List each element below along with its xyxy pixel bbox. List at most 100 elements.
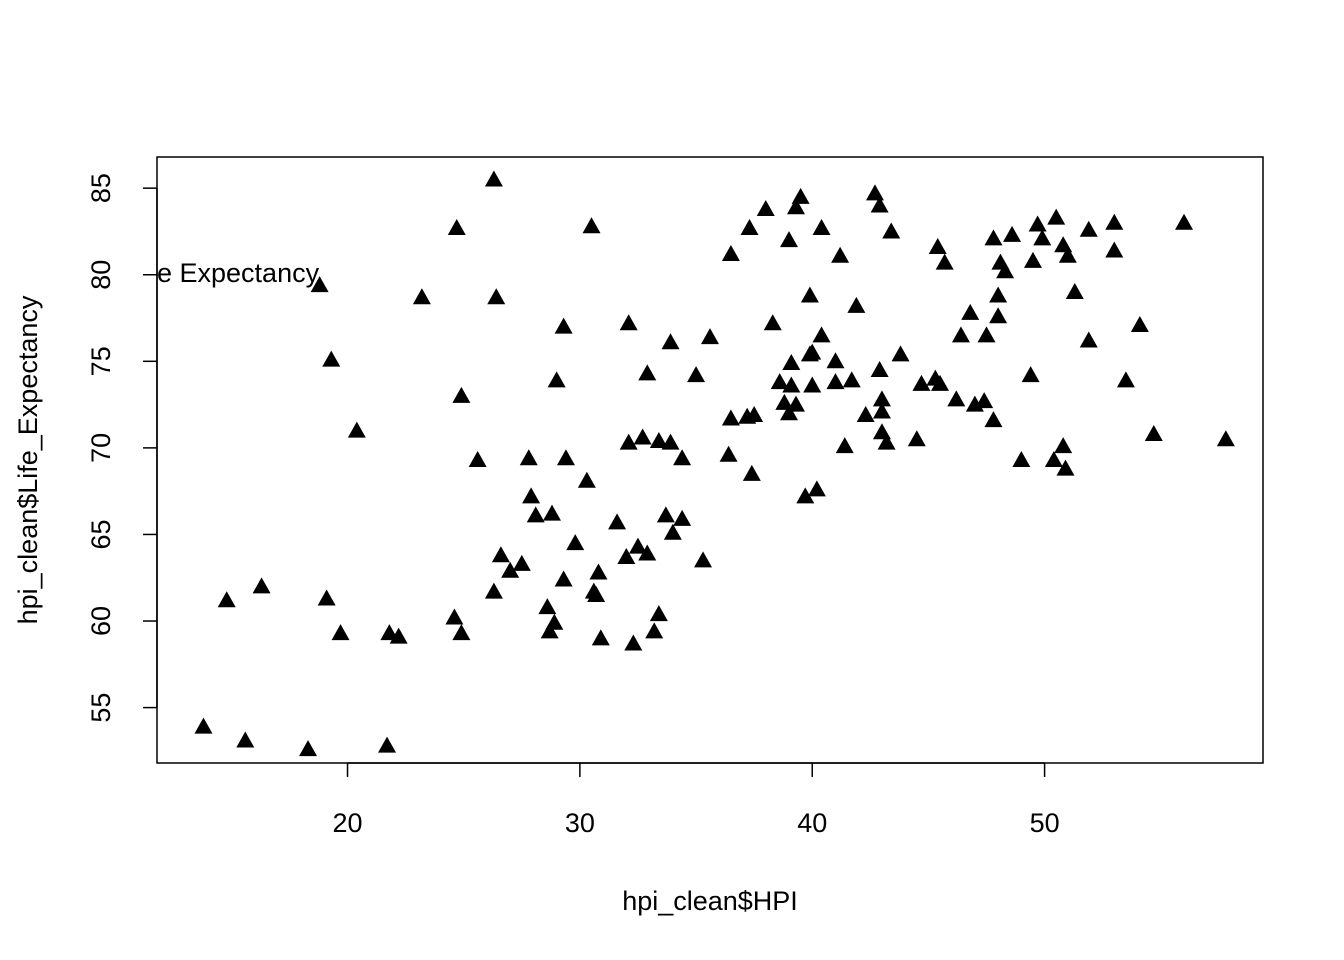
data-point <box>800 286 819 303</box>
data-point <box>847 296 866 313</box>
data-point <box>501 561 520 578</box>
data-point <box>907 430 926 447</box>
data-point <box>984 229 1003 246</box>
data-point <box>1116 371 1135 388</box>
data-point <box>842 371 861 388</box>
data-point <box>252 577 271 594</box>
data-point <box>1175 213 1193 230</box>
data-point <box>763 314 782 331</box>
data-point <box>378 736 397 753</box>
data-point <box>299 740 318 757</box>
data-point <box>487 288 506 305</box>
data-point <box>310 276 329 293</box>
data-point <box>673 509 692 526</box>
data-point <box>740 218 759 235</box>
plot-frame <box>156 156 1264 764</box>
data-point <box>687 366 706 383</box>
data-point <box>649 431 668 448</box>
y-tick-label: 65 <box>86 519 116 549</box>
data-point <box>780 404 798 421</box>
data-point <box>538 598 557 615</box>
data-point <box>996 262 1015 279</box>
data-point <box>856 405 875 422</box>
data-point <box>1021 366 1040 383</box>
data-point <box>619 314 638 331</box>
data-point <box>543 504 561 521</box>
data-point <box>1003 225 1022 242</box>
data-point <box>633 428 652 445</box>
data-point <box>961 303 980 320</box>
data-point <box>931 374 950 391</box>
data-point <box>770 373 789 390</box>
data-point <box>554 317 573 334</box>
data-point <box>1047 208 1066 225</box>
data-point <box>582 217 601 234</box>
data-point <box>870 360 889 377</box>
data-point <box>786 395 805 412</box>
data-point <box>638 544 657 561</box>
x-tick-label: 30 <box>565 808 595 838</box>
data-point <box>491 546 510 563</box>
data-point <box>912 374 931 391</box>
data-point <box>1079 331 1098 348</box>
data-point <box>617 547 636 564</box>
data-point <box>786 198 805 215</box>
data-point <box>780 231 798 248</box>
data-point <box>745 405 764 422</box>
data-point <box>1028 215 1047 232</box>
data-point <box>796 487 815 504</box>
data-point <box>547 371 566 388</box>
data-point <box>701 328 719 345</box>
data-point <box>803 376 822 393</box>
data-point <box>1058 246 1077 263</box>
data-point <box>389 627 408 644</box>
data-point <box>554 570 573 587</box>
data-point <box>812 218 831 235</box>
data-point <box>619 433 638 450</box>
data-point <box>236 731 255 748</box>
data-point <box>412 288 431 305</box>
data-point <box>649 605 668 622</box>
data-point <box>865 184 884 201</box>
data-point <box>951 326 970 343</box>
data-point <box>661 333 680 350</box>
data-point <box>347 421 366 438</box>
data-point <box>519 449 538 466</box>
data-point <box>831 246 850 263</box>
data-point <box>673 449 692 466</box>
y-axis-label: hpi_clean$Life_Expectancy <box>13 295 43 624</box>
data-point <box>1023 251 1042 268</box>
data-point <box>791 187 810 204</box>
data-point <box>721 244 740 261</box>
data-point <box>872 402 891 419</box>
data-point <box>989 307 1008 324</box>
data-point <box>447 218 466 235</box>
data-point <box>1033 229 1052 246</box>
data-point <box>628 537 647 554</box>
data-point <box>591 629 610 646</box>
x-axis-label: hpi_clean$HPI <box>622 886 798 916</box>
data-point <box>782 354 801 371</box>
data-point <box>468 451 487 467</box>
data-point <box>545 613 564 630</box>
data-point <box>947 390 966 407</box>
x-tick-label: 20 <box>333 808 363 838</box>
y-tick-label: 85 <box>86 173 116 203</box>
axis-annotation: e Expectancy <box>157 258 320 288</box>
data-point <box>891 345 910 362</box>
data-point <box>587 586 606 603</box>
data-point <box>756 199 775 216</box>
y-tick-label: 55 <box>86 693 116 723</box>
data-point <box>566 534 585 551</box>
data-point <box>984 411 1003 428</box>
data-point <box>935 253 954 270</box>
data-point <box>835 437 854 454</box>
data-point <box>1054 437 1073 454</box>
data-point <box>526 506 545 523</box>
y-tick-label: 80 <box>86 260 116 290</box>
y-tick-label: 60 <box>86 606 116 636</box>
y-tick-label: 70 <box>86 433 116 463</box>
data-point <box>589 563 608 580</box>
